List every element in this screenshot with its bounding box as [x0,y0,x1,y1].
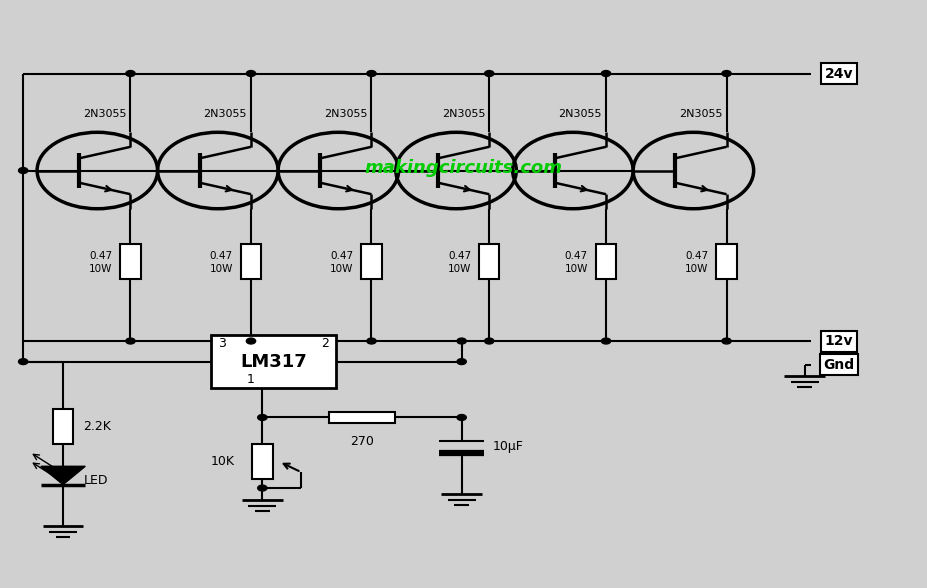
Text: 10W: 10W [448,263,471,274]
Circle shape [722,338,731,344]
Circle shape [457,338,466,344]
Text: 10W: 10W [210,263,233,274]
Text: 2N3055: 2N3055 [83,109,126,119]
Circle shape [258,485,267,491]
Text: LED: LED [83,474,108,487]
Text: 10W: 10W [565,263,588,274]
Text: 10K: 10K [210,455,235,468]
Bar [596,244,616,279]
Circle shape [457,359,466,365]
Bar [479,244,500,279]
Text: 10W: 10W [89,263,112,274]
Text: 10W: 10W [330,263,353,274]
Circle shape [258,415,267,420]
Bar [717,244,737,279]
Text: 10W: 10W [685,263,708,274]
Text: 2: 2 [321,337,329,350]
Circle shape [485,338,494,344]
Text: 1: 1 [247,373,254,386]
Text: 2N3055: 2N3055 [324,109,367,119]
Circle shape [485,71,494,76]
Text: 10μF: 10μF [492,440,523,453]
Text: 0.47: 0.47 [210,250,233,261]
Text: 24v: 24v [825,66,853,81]
Text: 270: 270 [350,435,374,448]
Bar [241,244,261,279]
Text: 0.47: 0.47 [685,250,708,261]
Bar [362,244,382,279]
Text: 2N3055: 2N3055 [442,109,485,119]
Text: 2N3055: 2N3055 [679,109,722,119]
FancyBboxPatch shape [210,335,336,388]
Circle shape [247,71,256,76]
Bar [121,244,141,279]
Circle shape [722,71,731,76]
Circle shape [367,338,376,344]
Polygon shape [41,466,85,485]
Circle shape [602,338,611,344]
Circle shape [19,359,28,365]
Circle shape [367,71,376,76]
Bar [328,412,395,423]
Text: makingcircuits.com: makingcircuits.com [364,159,563,176]
Text: 2N3055: 2N3055 [204,109,247,119]
Text: 2.2K: 2.2K [83,420,111,433]
Circle shape [247,338,256,344]
Circle shape [19,168,28,173]
Text: LM317: LM317 [240,353,307,370]
Circle shape [457,415,466,420]
Circle shape [602,71,611,76]
Circle shape [126,338,135,344]
Text: 2N3055: 2N3055 [559,109,602,119]
Text: 0.47: 0.47 [565,250,588,261]
Circle shape [126,71,135,76]
Bar [252,444,273,479]
Text: 3: 3 [218,337,226,350]
Bar [53,409,73,444]
Text: 0.47: 0.47 [89,250,112,261]
Text: Gnd: Gnd [823,358,855,372]
Text: 0.47: 0.47 [448,250,471,261]
Text: 12v: 12v [825,334,853,348]
Text: 0.47: 0.47 [330,250,353,261]
